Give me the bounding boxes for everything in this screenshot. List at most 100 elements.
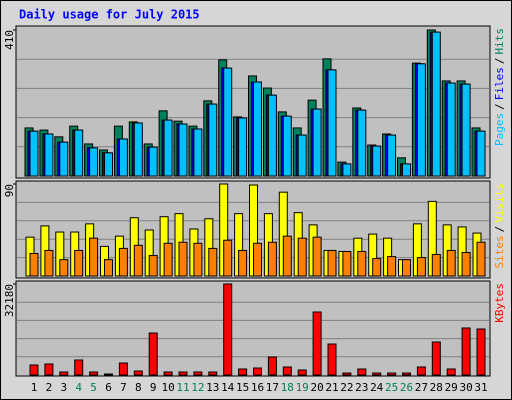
bar: [253, 367, 262, 376]
x-tick-label: 19: [296, 381, 309, 394]
legend-entry: Pages: [493, 113, 506, 146]
x-tick-label: 26: [400, 381, 413, 394]
bar: [253, 242, 262, 277]
legend-separator: /: [493, 58, 506, 65]
y-tick-label: 90: [3, 184, 16, 197]
bar: [148, 146, 158, 177]
bar: [163, 371, 173, 376]
legend-separator: /: [493, 103, 506, 110]
bar: [282, 115, 292, 177]
bar: [223, 67, 233, 177]
bar: [446, 368, 456, 376]
bar: [59, 141, 69, 177]
bar: [416, 257, 426, 277]
bar: [372, 258, 382, 277]
legend-entry: Sites: [493, 235, 506, 268]
bar: [342, 163, 352, 177]
bar: [29, 364, 39, 376]
bar: [104, 373, 113, 376]
chart-title: Daily usage for July 2015: [19, 8, 200, 22]
x-tick-label: 6: [105, 381, 112, 394]
bar: [44, 363, 54, 376]
legend-entry: Files: [493, 67, 506, 100]
bar: [89, 371, 99, 376]
x-tick-label: 30: [459, 381, 472, 394]
bar: [193, 128, 203, 177]
bar: [282, 235, 292, 277]
x-tick-label: 21: [325, 381, 338, 394]
bar: [178, 371, 188, 376]
legend-entry: KBytes: [493, 283, 506, 323]
bar: [476, 130, 486, 177]
bar: [446, 249, 456, 277]
bar: [59, 371, 69, 376]
bar: [461, 327, 471, 376]
bar: [238, 249, 248, 277]
x-tick-label: 10: [161, 381, 174, 394]
bar: [208, 103, 218, 177]
x-tick-label: 8: [135, 381, 142, 394]
y-tick-label: 32180: [3, 284, 16, 317]
bar: [133, 244, 143, 277]
plot-area: [15, 280, 491, 377]
bar: [327, 249, 337, 277]
x-tick-label: 20: [310, 381, 323, 394]
bar: [238, 117, 248, 177]
x-tick-label: 16: [251, 381, 264, 394]
bar: [372, 145, 382, 177]
bar: [461, 251, 471, 277]
x-tick-label: 3: [60, 381, 67, 394]
bar: [223, 239, 233, 277]
x-tick-label: 4: [75, 381, 82, 394]
x-tick-label: 25: [385, 381, 398, 394]
bar: [29, 130, 39, 177]
x-tick-label: 29: [445, 381, 458, 394]
bar: [282, 366, 292, 376]
bar: [104, 259, 113, 277]
bar: [357, 368, 367, 376]
bar: [193, 371, 203, 376]
x-tick-label: 7: [120, 381, 127, 394]
bar: [387, 256, 397, 277]
bar: [133, 370, 143, 376]
bar: [476, 241, 486, 277]
bar: [89, 237, 99, 277]
bar: [208, 371, 218, 376]
x-tick-label: 13: [206, 381, 219, 394]
bar: [267, 241, 277, 277]
bar: [416, 63, 426, 177]
bar: [89, 147, 99, 177]
bar: [297, 237, 307, 277]
bar: [431, 254, 441, 277]
bar: [178, 241, 188, 277]
x-tick-label: 17: [266, 381, 279, 394]
bar: [312, 236, 322, 277]
bar: [297, 134, 307, 177]
axis-legend: Pages / Files / Hits: [493, 28, 506, 146]
x-tick-label: 18: [281, 381, 294, 394]
bar: [238, 368, 248, 376]
x-tick-label: 9: [150, 381, 157, 394]
bar: [342, 250, 352, 277]
bar: [402, 372, 411, 376]
bar: [178, 123, 188, 177]
bar: [59, 259, 69, 277]
bar: [387, 372, 397, 376]
bar: [342, 372, 352, 376]
bar: [208, 247, 218, 277]
bar: [431, 31, 441, 177]
bar: [267, 356, 277, 376]
x-tick-label: 5: [90, 381, 97, 394]
bar: [133, 122, 143, 177]
bar: [44, 249, 54, 277]
bar: [402, 259, 411, 277]
bar: [387, 134, 397, 177]
bar: [223, 283, 233, 376]
bar: [118, 362, 128, 376]
bar: [431, 341, 441, 376]
bar: [327, 343, 337, 376]
bar: [267, 94, 277, 177]
bar: [118, 247, 128, 277]
bar: [148, 332, 158, 376]
axis-legend: KBytes: [493, 283, 506, 323]
